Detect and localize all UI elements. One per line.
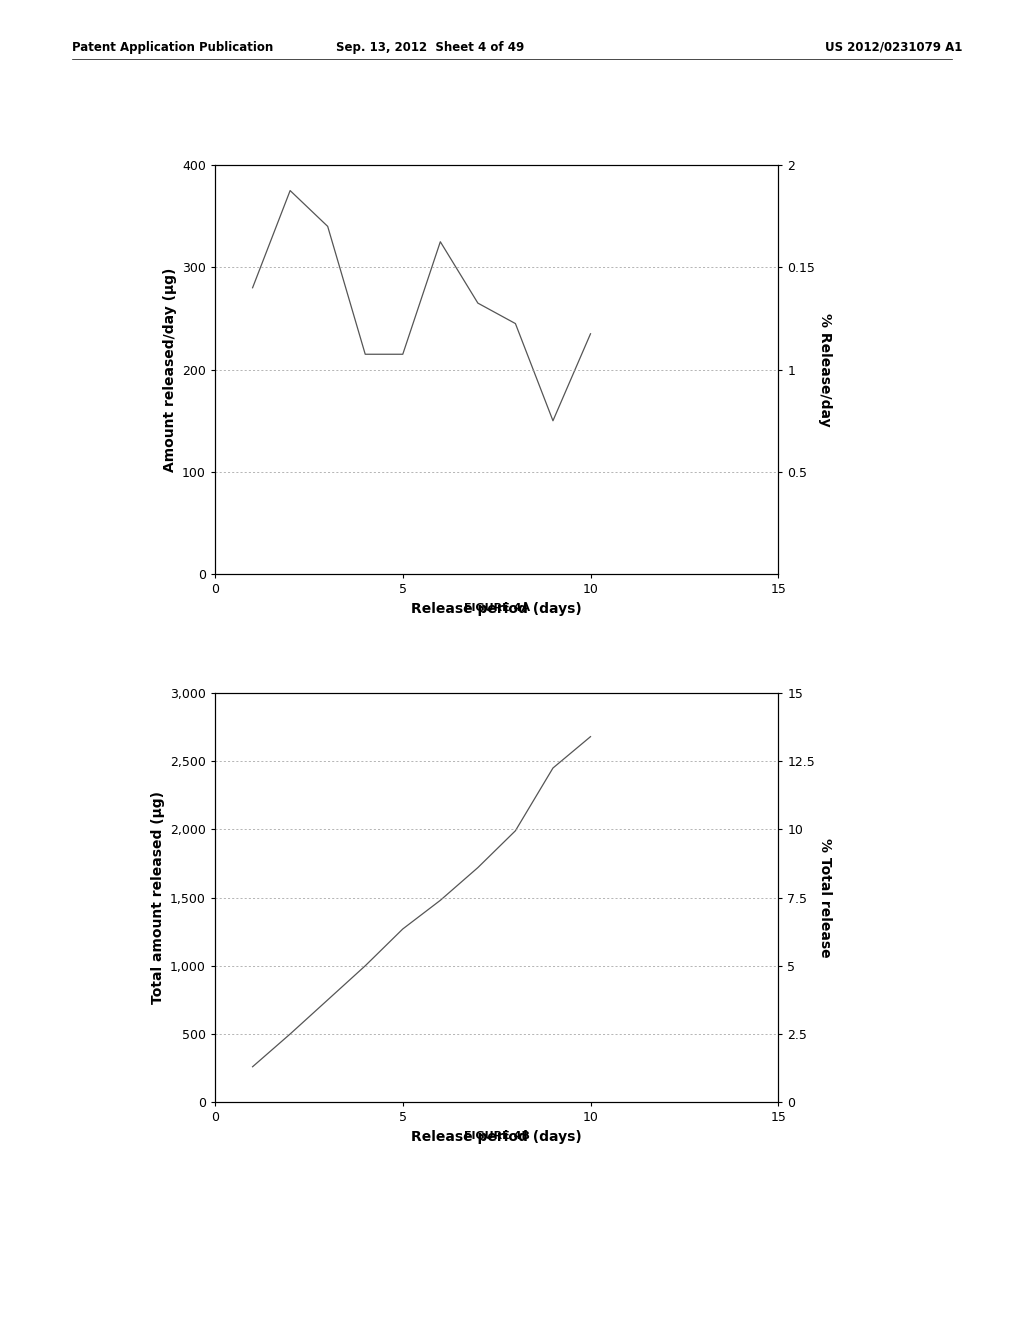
X-axis label: Release period (days): Release period (days)	[412, 602, 582, 616]
Text: FIGURE 4A: FIGURE 4A	[464, 603, 529, 614]
Text: US 2012/0231079 A1: US 2012/0231079 A1	[825, 41, 963, 54]
Y-axis label: Amount released/day (µg): Amount released/day (µg)	[163, 268, 176, 471]
Text: FIGURE 4B: FIGURE 4B	[464, 1131, 529, 1142]
X-axis label: Release period (days): Release period (days)	[412, 1130, 582, 1144]
Y-axis label: % Release/day: % Release/day	[818, 313, 831, 426]
Y-axis label: Total amount released (µg): Total amount released (µg)	[151, 791, 165, 1005]
Y-axis label: % Total release: % Total release	[818, 838, 831, 957]
Text: Sep. 13, 2012  Sheet 4 of 49: Sep. 13, 2012 Sheet 4 of 49	[336, 41, 524, 54]
Text: Patent Application Publication: Patent Application Publication	[72, 41, 273, 54]
